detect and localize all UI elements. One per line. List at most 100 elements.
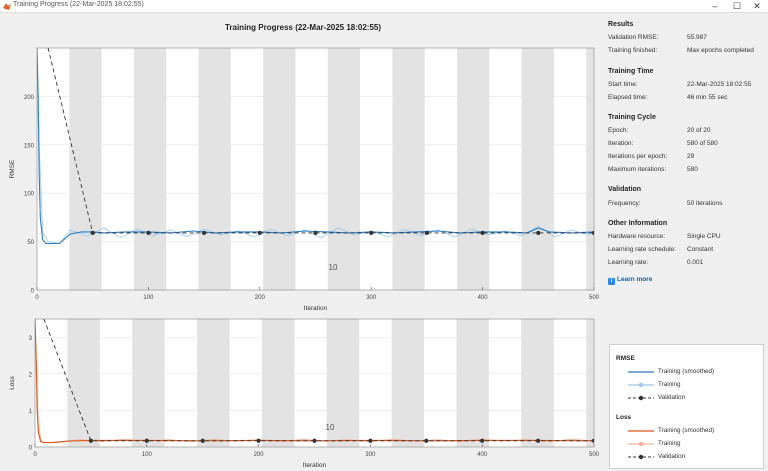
legend-line-loss-training xyxy=(628,441,654,447)
results-label: Validation RMSE: xyxy=(608,34,659,41)
epoch-band xyxy=(521,319,554,447)
results-title: Results xyxy=(608,21,634,28)
legend-line-rmse-smoothed xyxy=(628,371,654,373)
x-tick-label: 100 xyxy=(142,452,153,458)
validation-point xyxy=(256,438,261,443)
validation-point xyxy=(200,438,205,443)
y-axis-label: Loss xyxy=(9,375,16,389)
epoch-band xyxy=(327,48,361,290)
x-tick-label: 0 xyxy=(35,295,39,301)
training-time-title: Training Time xyxy=(608,68,654,75)
epoch-band xyxy=(69,48,102,290)
legend-item: Training xyxy=(658,440,681,447)
learn-more-link[interactable]: i Learn more xyxy=(608,276,652,285)
validation-point xyxy=(536,230,541,235)
plot-frame xyxy=(34,318,595,448)
epoch-band xyxy=(391,319,425,447)
legend-item: Training xyxy=(658,381,681,388)
training-time-value: 22-Mar-2025 18:02:55 xyxy=(687,81,752,88)
training-cycle-label: Maximum iterations: xyxy=(608,166,667,173)
plot-background xyxy=(35,319,594,447)
close-button[interactable]: ✕ xyxy=(753,1,761,11)
other-info-label: Hardware resource: xyxy=(608,233,666,240)
legend-item: Validation xyxy=(658,453,686,460)
validation-point xyxy=(202,230,207,235)
y-tick-label: 100 xyxy=(24,192,35,198)
training-plots: Training Progress (22-Mar-2025 18:02:55)… xyxy=(9,23,600,469)
learn-more-label: Learn more xyxy=(617,276,653,283)
validation-point xyxy=(536,438,541,443)
other-info-value: Constant xyxy=(687,246,714,253)
training-cycle-value: 20 of 20 xyxy=(687,127,711,134)
training-cycle-value: 580 of 580 xyxy=(687,140,718,147)
y-tick-label: 3 xyxy=(29,336,33,342)
validation-title: Validation xyxy=(608,186,642,193)
validation-point xyxy=(368,438,373,443)
validation-point xyxy=(88,438,93,443)
y-tick-label: 0 xyxy=(29,446,33,452)
x-tick-label: 300 xyxy=(366,295,377,301)
validation-point xyxy=(313,230,318,235)
plot-area: Training Progress (22-Mar-2025 18:02:55)… xyxy=(0,14,600,471)
x-tick-label: 200 xyxy=(254,452,265,458)
results-label: Training finished: xyxy=(608,47,658,54)
training-time-value: 46 min 55 sec xyxy=(687,94,728,101)
minimize-button[interactable]: – xyxy=(712,1,718,11)
validation-point xyxy=(144,438,149,443)
x-tick-label: 500 xyxy=(589,295,600,301)
validation-label: Frequency: xyxy=(608,200,641,207)
validation-point xyxy=(480,230,485,235)
results-value: 55.987 xyxy=(687,34,707,41)
validation-point xyxy=(312,438,317,443)
epoch-band xyxy=(133,48,167,290)
validation-point xyxy=(90,230,95,235)
x-tick-label: 0 xyxy=(33,452,37,458)
validation-point xyxy=(424,438,429,443)
x-tick-label: 400 xyxy=(478,295,489,301)
matlab-icon xyxy=(3,3,11,10)
x-tick-label: 300 xyxy=(365,452,376,458)
training-cycle-value: 29 xyxy=(687,153,695,160)
maximize-button[interactable]: ☐ xyxy=(732,1,742,11)
window-title: Training Progress (22-Mar-2025 18:02:55) xyxy=(13,1,144,8)
other-info-value: 0.001 xyxy=(687,259,704,266)
epoch-band xyxy=(198,48,231,290)
bottom-epoch-annotation: 10 xyxy=(326,423,335,432)
epoch-band xyxy=(456,319,489,447)
epoch-band xyxy=(326,319,360,447)
x-axis-label: Iteration xyxy=(303,462,327,469)
legend-item: Training (smoothed) xyxy=(658,427,715,434)
x-tick-label: 100 xyxy=(143,295,154,301)
x-tick-label: 500 xyxy=(589,452,600,458)
info-icon: i xyxy=(608,278,615,285)
epoch-band xyxy=(586,319,594,447)
legend-loss-title: Loss xyxy=(616,414,632,421)
series-group xyxy=(35,319,594,444)
epoch-band xyxy=(197,319,230,447)
validation-point xyxy=(257,230,262,235)
legend-line-rmse-training xyxy=(628,382,654,388)
epoch-band xyxy=(392,48,425,290)
validation-point xyxy=(591,438,594,443)
validation-point xyxy=(424,230,429,235)
other-info-label: Learning rate: xyxy=(608,259,649,266)
series-line-training-smoothed xyxy=(37,48,594,245)
y-tick-label: 0 xyxy=(31,289,35,295)
epoch-band xyxy=(67,319,100,447)
validation-value: 50 iterations xyxy=(687,200,723,207)
legend-line-loss-validation xyxy=(628,454,654,460)
legend-item: Validation xyxy=(658,394,686,401)
x-tick-label: 400 xyxy=(477,452,488,458)
epoch-band xyxy=(521,48,554,290)
training-cycle-label: Iteration: xyxy=(608,140,634,147)
y-tick-label: 1 xyxy=(29,409,33,415)
other-info-value: Single CPU xyxy=(687,233,721,240)
epoch-band xyxy=(586,48,594,290)
epoch-band xyxy=(261,319,295,447)
rmse-chart: 0 50 100 150 200 0 100 200 300 400 500 Iteration RMS… xyxy=(9,47,600,312)
plot-background xyxy=(37,48,594,290)
series-line-validation xyxy=(43,319,594,442)
other-info-title: Other Information xyxy=(608,220,668,227)
epoch-band xyxy=(456,48,490,290)
training-time-label: Start time: xyxy=(608,81,638,88)
